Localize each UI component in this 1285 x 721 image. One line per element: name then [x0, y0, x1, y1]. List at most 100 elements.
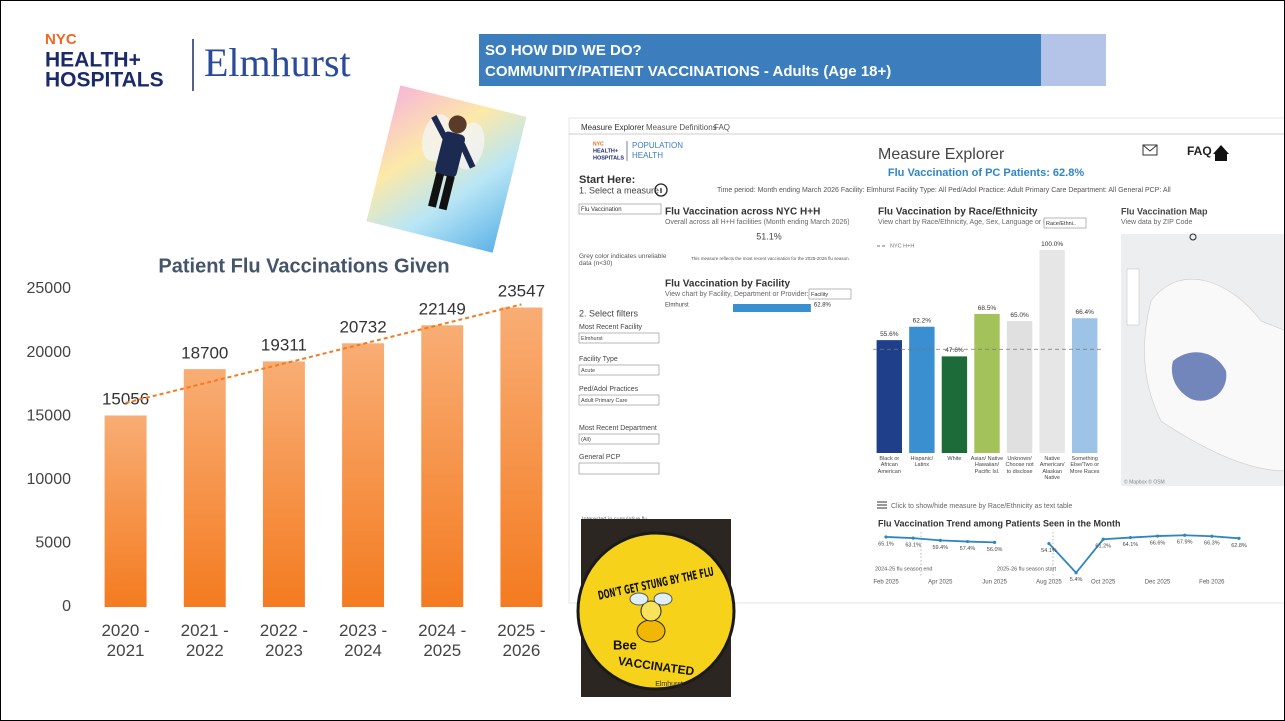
- trend-point: [966, 540, 969, 543]
- select-measure: 1. Select a measure: [579, 185, 659, 195]
- season-note: This measure reflects the most recent va…: [691, 256, 850, 261]
- y-tick-label: 5000: [35, 535, 71, 552]
- y-tick-label: 0: [62, 598, 71, 615]
- x-tick-label: Apr 2025: [928, 580, 953, 586]
- chart-title: Flu Vaccination by Facility: [665, 279, 790, 290]
- start-label: Start Here:: [579, 174, 635, 186]
- mini-logo: HOSPITALS: [593, 155, 624, 161]
- filter-label: Most Recent Department: [579, 425, 657, 432]
- value-label: 5.4%: [1070, 577, 1083, 583]
- trend-point: [1237, 537, 1240, 540]
- value-label: 65.0%: [1010, 312, 1029, 319]
- measure-value: Flu Vaccination: [581, 207, 622, 213]
- x-tick-label: 2021 - 2022: [174, 621, 236, 660]
- bar: [909, 327, 934, 453]
- filter-value: (All): [581, 437, 591, 443]
- annotation: 2025-26 flu season start: [997, 566, 1056, 572]
- y-tick-label: 20000: [27, 344, 72, 361]
- tab[interactable]: Measure Definitions: [646, 123, 717, 132]
- bar: [1039, 250, 1064, 453]
- y-tick-label: 10000: [27, 471, 72, 488]
- bar: [263, 361, 305, 607]
- annotation: 2024-25 flu season end: [875, 566, 933, 572]
- chart-title: Flu Vaccination Trend among Patients See…: [878, 518, 1121, 528]
- value-label: 59.4%: [933, 545, 949, 551]
- value-label: 57.4%: [960, 546, 976, 552]
- logo-line: HOSPITALS: [45, 69, 164, 92]
- tab[interactable]: Measure Explorer: [581, 123, 644, 132]
- map-credit: © Mapbox © OSM: [1124, 478, 1165, 485]
- value-label: 62.2%: [913, 318, 932, 325]
- value-label: 62.8%: [1231, 543, 1247, 549]
- context-line: Time period: Month ending March 2026 Fac…: [717, 187, 1171, 194]
- table-toggle[interactable]: Click to show/hide measure by Race/Ethni…: [891, 503, 1072, 510]
- value-label: 100.0%: [1041, 241, 1063, 248]
- trend-point: [912, 537, 915, 540]
- map[interactable]: [1121, 234, 1284, 486]
- trend-point: [1047, 542, 1050, 545]
- legend-label: NYC H+H: [890, 243, 914, 249]
- map-title: Flu Vaccination Map: [1121, 206, 1208, 216]
- filter-label: General PCP: [579, 454, 621, 461]
- x-tick-label: Asian/ Native Hawaiian/ Pacific Isl.: [971, 456, 1004, 475]
- x-tick-label: Feb 2026: [1199, 580, 1225, 586]
- value-label: 67.9%: [1177, 540, 1193, 546]
- faq-link[interactable]: FAQ: [1187, 144, 1212, 158]
- trend-point: [993, 541, 996, 544]
- slide-canvas: NYC HEALTH+ HOSPITALS Elmhurst SO HOW DI…: [1, 1, 1284, 720]
- value-label: 47.6%: [945, 347, 964, 354]
- photo-person: [366, 85, 526, 252]
- filter-input[interactable]: [579, 463, 659, 474]
- map-subtitle: View data by ZIP Code: [1121, 219, 1192, 226]
- value-label: 23547: [498, 282, 545, 301]
- x-tick-label: Jun 2025: [982, 580, 1007, 586]
- value-label: 55.6%: [880, 331, 899, 338]
- site-name: Elmhurst: [204, 40, 351, 85]
- trend-point: [939, 539, 942, 542]
- x-tick-label: Black or African American: [873, 456, 906, 475]
- value-label: 19311: [261, 336, 307, 355]
- filter-value: Acute: [581, 368, 595, 374]
- x-tick-label: 2024 - 2025: [411, 621, 473, 660]
- mini-logo: NYC: [593, 141, 604, 147]
- mini-logo-unit: HEALTH: [632, 151, 663, 160]
- value-label: 62.8%: [814, 303, 832, 309]
- chart-subtitle: View chart by Race/Ethnicity, Age, Sex, …: [878, 219, 1063, 226]
- bar: [105, 415, 147, 607]
- bar: [877, 340, 902, 453]
- button-text: Elmhurst: [655, 681, 683, 688]
- chart-title: Patient Flu Vaccinations Given: [158, 255, 449, 277]
- bar: [733, 304, 811, 312]
- tab[interactable]: FAQ: [714, 123, 730, 132]
- slide: NYC HEALTH+ HOSPITALS Elmhurst SO HOW DI…: [0, 0, 1285, 721]
- trend-point: [1183, 534, 1186, 537]
- trend-point: [1210, 535, 1213, 538]
- y-tick-label: 25000: [27, 280, 72, 297]
- x-tick-label: Unknown/ Choose not to disclose: [1003, 456, 1036, 475]
- bar: [942, 356, 967, 453]
- x-tick-label: Hispanic/ Latinx: [905, 456, 938, 469]
- value-label: 22149: [419, 299, 466, 318]
- x-tick-label: White: [938, 456, 971, 462]
- bar: [1007, 321, 1032, 453]
- trend-point: [1129, 536, 1132, 539]
- tile-subtitle: Overall across all H+H facilities (Month…: [665, 219, 850, 226]
- mini-logo-unit: POPULATION: [632, 141, 683, 150]
- bar: [421, 325, 463, 607]
- filter-label: Most Recent Facility: [579, 324, 643, 331]
- chart-subtitle: View chart by Facility, Department or Pr…: [665, 291, 809, 298]
- trend-point: [1074, 571, 1077, 574]
- value-label: 66.6%: [1150, 540, 1166, 546]
- filter-dropdown[interactable]: [579, 434, 659, 444]
- category-label: Elmhurst: [665, 303, 689, 309]
- value-label: 64.1%: [1123, 542, 1139, 548]
- banner-accent: [1041, 34, 1106, 86]
- bar: [184, 369, 226, 607]
- trend-point: [1156, 534, 1159, 537]
- trend-point: [1102, 538, 1105, 541]
- x-tick-label: Dec 2025: [1145, 580, 1171, 586]
- x-tick-label: Native American/ Alaskan Native: [1036, 456, 1069, 481]
- bar: [500, 307, 542, 607]
- filter-value: Elmhurst: [581, 336, 603, 342]
- value-label: 18700: [181, 343, 228, 362]
